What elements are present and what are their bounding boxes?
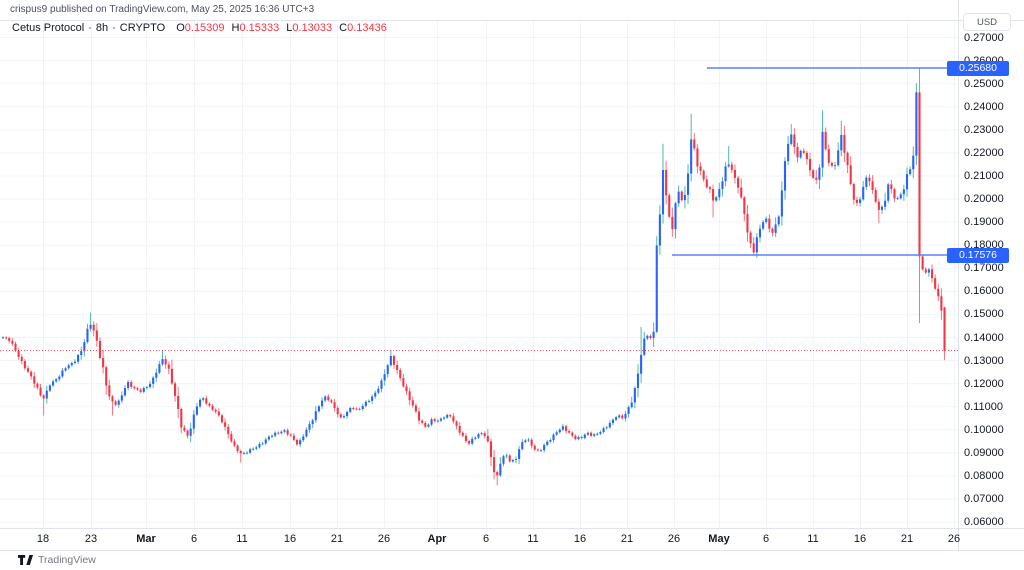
ohlc-key-C: C (339, 22, 348, 34)
ohlc-key-H: H (231, 22, 240, 34)
ohlc-readout: O0.15309 H0.15333 L0.13033 C0.13436 (169, 22, 387, 34)
price-tick-label: 0.06000 (964, 516, 1004, 529)
ohlc-key-O: O (176, 22, 185, 34)
price-tick-label: 0.27000 (964, 31, 1004, 44)
vertical-gridlines (43, 20, 955, 528)
ohlc-key-L: L (286, 22, 293, 34)
time-tick-label: 6 (190, 533, 198, 545)
symbol-exchange: CRYPTO (119, 22, 166, 34)
price-tick-label: 0.24000 (964, 100, 1004, 113)
price-tick-label: 0.20000 (964, 193, 1004, 206)
ohlc-value-H: 0.15333 (239, 22, 280, 34)
currency-toggle-button[interactable]: USD (963, 13, 1011, 31)
time-tick-label: 11 (807, 533, 819, 545)
time-tick-label: 11 (527, 533, 539, 545)
tradingview-logo-icon[interactable] (18, 555, 33, 565)
price-tick-label: 0.25000 (964, 77, 1004, 90)
price-tick-label: 0.08000 (964, 470, 1004, 482)
price-line-label[interactable]: 0.17576 (947, 247, 1009, 263)
attribution-text: crispus9 published on TradingView.com, M… (10, 4, 315, 15)
up-candle-wicks (2, 83, 930, 477)
ohlc-value-L: 0.13033 (292, 22, 333, 34)
time-tick-label: May (708, 533, 730, 545)
price-tick-label: 0.10000 (964, 423, 1004, 436)
time-tick-label: 21 (620, 533, 634, 545)
time-tick-label: 16 (573, 533, 587, 545)
time-tick-label: 26 (377, 533, 391, 545)
symbol-name[interactable]: Cetus Protocol (12, 22, 85, 34)
separator-dot: · (112, 22, 116, 34)
price-tick-label: 0.14000 (964, 331, 1004, 344)
time-tick-label: 21 (330, 533, 344, 545)
price-axis[interactable]: USD 0.256800.175760.270000.260000.250000… (947, 0, 1024, 550)
axis-frame-lines (0, 0, 1024, 551)
down-candle-bodies (5, 92, 946, 476)
time-tick-label: Apr (427, 533, 447, 545)
time-tick-label: 26 (947, 533, 961, 545)
time-tick-label: 21 (900, 533, 914, 545)
price-tick-label: 0.23000 (964, 123, 1004, 136)
time-tick-label: 11 (236, 533, 248, 545)
price-tick-label: 0.19000 (964, 216, 1004, 229)
time-tick-label: 6 (762, 533, 770, 545)
time-tick-label: 16 (283, 533, 297, 545)
up-candle-bodies (1, 92, 930, 476)
price-tick-label: 0.21000 (964, 170, 1004, 182)
price-line-label[interactable]: 0.25680 (947, 60, 1009, 76)
price-tick-label: 0.12000 (964, 377, 1004, 390)
ohlc-value-C: 0.13436 (347, 22, 387, 34)
price-tick-label: 0.16000 (964, 285, 1004, 298)
price-tick-label: 0.09000 (964, 446, 1004, 459)
price-tick-label: 0.22000 (964, 146, 1004, 159)
tradingview-brand[interactable]: TradingView (38, 554, 96, 566)
horizontal-gridlines (0, 37, 958, 523)
footer: TradingView (18, 553, 96, 567)
symbol-interval[interactable]: 8h (95, 22, 109, 34)
time-tick-label: 26 (667, 533, 681, 545)
price-tick-label: 0.17000 (964, 262, 1004, 275)
price-tick-label: 0.07000 (964, 493, 1004, 505)
price-tick-label: 0.13000 (964, 354, 1004, 367)
separator-dot: · (88, 22, 92, 34)
time-tick-label: 23 (84, 533, 98, 545)
price-tick-label: 0.11000 (964, 400, 1003, 413)
time-tick-label: 18 (36, 533, 50, 545)
price-tick-label: 0.15000 (964, 308, 1004, 321)
time-tick-label: Mar (136, 533, 156, 545)
time-axis[interactable]: 18 23 Mar 6 11 16 21 26 Apr 6 11 16 21 26 May 6 11 16 21 26 (0, 528, 1024, 550)
time-tick-label: 16 (853, 533, 867, 545)
symbol-title: Cetus Protocol · 8h · CRYPTO O0.15309 H0.15333… (12, 22, 387, 34)
ohlc-value-O: 0.15309 (184, 22, 225, 34)
time-tick-label: 6 (482, 533, 490, 545)
